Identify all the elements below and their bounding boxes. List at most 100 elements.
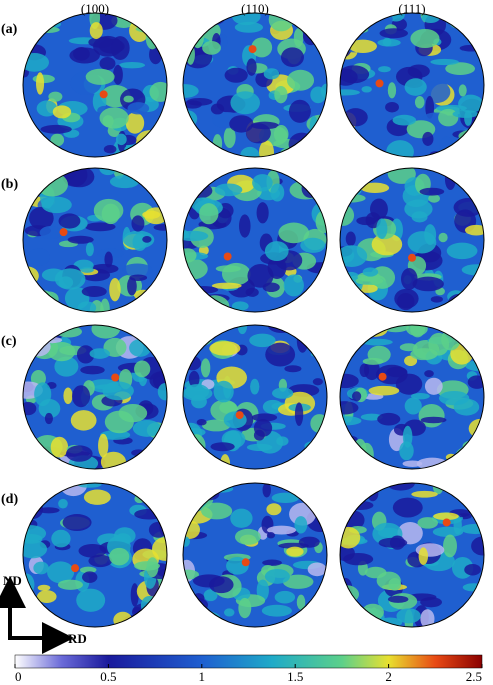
contour-blob <box>238 597 252 619</box>
contour-blob <box>23 603 45 617</box>
contour-blob <box>102 115 114 128</box>
colorbar-tick-label: 2.5 <box>466 669 482 684</box>
contour-blob <box>296 594 306 610</box>
contour-blob <box>113 611 133 627</box>
contour-blob <box>469 26 484 44</box>
contour-blob <box>418 547 428 565</box>
contour-blob <box>265 342 296 367</box>
contour-blob <box>447 293 471 312</box>
contour-blob <box>300 237 326 253</box>
contour-blob <box>153 224 167 231</box>
contour-blob <box>402 425 413 448</box>
contour-blob <box>40 299 60 312</box>
hot-spot <box>99 90 108 99</box>
contour-blob <box>183 270 191 288</box>
contour-blob <box>70 410 97 431</box>
contour-blob <box>196 419 207 426</box>
contour-blob <box>89 22 103 40</box>
contour-blob <box>40 124 72 134</box>
contour-blob <box>300 613 313 626</box>
contour-blob <box>309 115 318 140</box>
colorbar-tick-label: 1.5 <box>287 669 303 684</box>
contour-blob <box>307 296 327 312</box>
contour-blob <box>23 612 39 623</box>
contour-blob <box>345 231 356 247</box>
contour-blob <box>410 325 426 338</box>
contour-blob <box>317 597 327 611</box>
contour-blob <box>221 262 251 286</box>
contour-blob <box>280 47 304 68</box>
contour-blob <box>343 168 362 181</box>
contour-blob <box>433 512 459 521</box>
contour-blob <box>183 536 190 547</box>
contour-blob <box>42 337 63 344</box>
contour-blob <box>343 552 374 566</box>
contour-blob <box>387 82 397 99</box>
contour-blob <box>404 355 418 367</box>
contour-blob <box>63 387 73 405</box>
contour-blob <box>458 84 467 97</box>
contour-blob <box>362 267 379 277</box>
contour-blob <box>140 13 167 21</box>
contour-blob <box>396 608 421 624</box>
contour-blob <box>307 328 327 337</box>
contour-blob <box>351 391 362 402</box>
contour-blob <box>188 370 200 388</box>
contour-blob <box>145 26 159 50</box>
contour-blob <box>145 610 162 627</box>
contour-blob <box>84 222 116 232</box>
contour-blob <box>129 274 148 281</box>
contour-blob <box>142 235 152 243</box>
contour-blob <box>37 507 60 514</box>
contour-blob <box>183 133 199 156</box>
contour-blob <box>455 445 484 466</box>
contour-blob <box>411 490 438 498</box>
contour-blob <box>466 325 484 338</box>
contour-blob <box>184 384 210 400</box>
contour-blob <box>274 85 288 104</box>
contour-blob <box>109 547 130 566</box>
contour-blob <box>183 347 197 358</box>
contour-blob <box>464 224 484 236</box>
pole-outline <box>339 482 485 628</box>
contour-blob <box>212 134 223 153</box>
pole-outline <box>182 12 328 158</box>
hot-spot <box>375 79 384 88</box>
hot-spot <box>223 252 232 261</box>
contour-blob <box>252 174 273 192</box>
contour-blob <box>371 233 403 256</box>
contour-blob <box>73 47 90 61</box>
contour-blob <box>280 147 305 157</box>
row-label: (a) <box>1 22 18 37</box>
contour-blob <box>455 325 480 329</box>
contour-blob <box>266 503 282 516</box>
pole-figure <box>23 168 167 312</box>
contour-blob <box>365 13 393 26</box>
contour-blob <box>282 574 314 589</box>
contour-blob <box>152 537 167 561</box>
contour-blob <box>140 595 159 615</box>
row-label: (b) <box>1 177 18 192</box>
contour-blob <box>113 64 123 85</box>
contour-blob <box>29 325 45 334</box>
contour-blob <box>93 198 124 223</box>
contour-blob <box>308 452 327 467</box>
pole-outline <box>182 324 328 470</box>
contour-blob <box>240 146 260 157</box>
contour-blob <box>48 91 63 102</box>
contour-blob <box>453 398 480 416</box>
contour-blob <box>55 325 82 338</box>
contour-blob <box>183 84 199 98</box>
contour-blob <box>302 325 327 336</box>
contour-blob <box>315 210 327 234</box>
contour-blob <box>472 290 484 312</box>
contour-blob <box>291 147 315 157</box>
contour-blob <box>304 304 321 312</box>
contour-blob <box>262 559 282 566</box>
contour-blob <box>270 183 285 202</box>
contour-blob <box>246 443 273 452</box>
contour-blob <box>378 66 391 73</box>
contour-blob <box>443 13 470 20</box>
contour-blob <box>404 397 422 415</box>
contour-blob <box>186 610 201 619</box>
